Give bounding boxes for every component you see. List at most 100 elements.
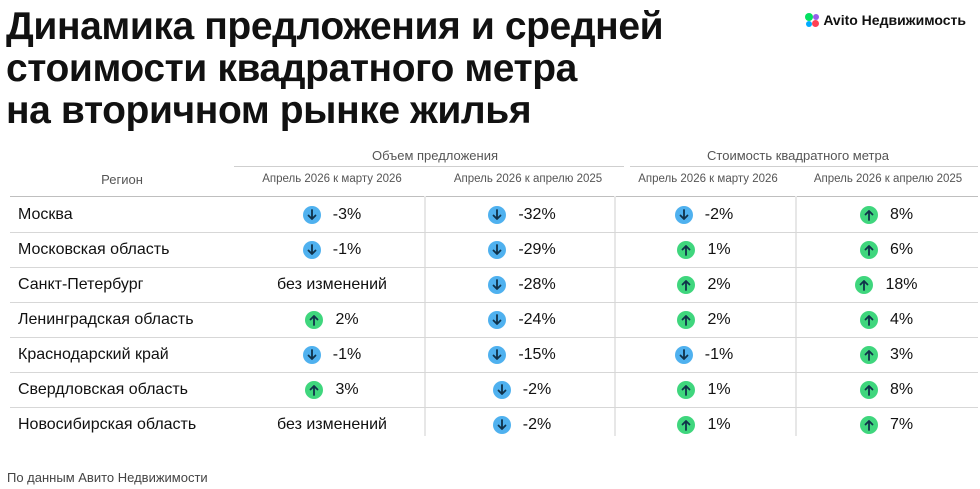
value-text: без изменений: [277, 416, 387, 433]
value-cell: -2%: [424, 373, 620, 407]
value-cell: -15%: [424, 338, 620, 372]
value-text: 1%: [707, 381, 731, 398]
value-text: 8%: [889, 206, 914, 223]
arrow-up-icon: [855, 276, 874, 294]
table-row: Московская область -1% -29% 1% 6%: [10, 233, 978, 268]
table-row: Свердловская область 3% -2% 1% 8%: [10, 373, 978, 408]
arrow-up-icon: [677, 311, 696, 329]
column-header: Апрель 2026 к марту 2026: [262, 173, 402, 185]
value-text: -3%: [332, 206, 362, 223]
value-cell: 3%: [795, 338, 978, 372]
value-text: 3%: [889, 346, 914, 363]
table-row: Ленинградская область 2% -24% 2% 4%: [10, 303, 978, 338]
header-divider: [10, 196, 978, 197]
arrow-down-icon: [492, 416, 511, 434]
value-text: 8%: [889, 381, 914, 398]
value-cell: 3%: [234, 373, 430, 407]
table-row: Санкт-Петербург без изменений -28% 2% 18%: [10, 268, 978, 303]
value-text: -32%: [518, 206, 556, 223]
region-cell: Москва: [18, 206, 73, 223]
group-header-supply: Объем предложения: [371, 148, 499, 163]
title-line: на вторичном рынке жилья: [6, 89, 532, 132]
value-cell: 1%: [614, 233, 794, 267]
arrow-down-icon: [488, 241, 507, 259]
table-row: Новосибирская область без изменений -2% 1% 7…: [10, 408, 978, 442]
value-cell: -1%: [234, 233, 430, 267]
value-cell: 2%: [614, 268, 794, 302]
value-text: -1%: [332, 346, 362, 363]
arrow-up-icon: [859, 311, 878, 329]
value-text: -24%: [518, 311, 556, 328]
value-text: -2%: [704, 206, 734, 223]
value-text: 2%: [707, 276, 731, 293]
source-note: По данным Авито Недвижимости: [7, 470, 208, 485]
region-cell: Краснодарский край: [18, 346, 169, 363]
arrow-up-icon: [305, 311, 324, 329]
arrow-down-icon: [488, 276, 507, 294]
value-cell: без изменений: [234, 268, 430, 302]
arrow-up-icon: [859, 206, 878, 224]
group-header-row: Объем предложения Стоимость квадратного …: [10, 146, 978, 167]
title-line: стоимости квадратного метра: [6, 47, 577, 90]
value-cell: 1%: [614, 373, 794, 407]
value-text: 1%: [707, 241, 731, 258]
page-title: Динамика предложения и средней стоимости…: [6, 6, 766, 132]
arrow-down-icon: [674, 206, 693, 224]
region-cell: Свердловская область: [18, 381, 188, 398]
value-cell: 2%: [234, 303, 430, 337]
column-header: Апрель 2026 к апрелю 2025: [453, 173, 603, 185]
value-cell: -28%: [424, 268, 620, 302]
arrow-down-icon: [302, 346, 321, 364]
column-header-row: Регион Апрель 2026 к марту 2026 Апрель 2…: [10, 166, 978, 197]
value-cell: -1%: [234, 338, 430, 372]
arrow-up-icon: [859, 381, 878, 399]
value-cell: 2%: [614, 303, 794, 337]
logo-dots-icon: [805, 13, 820, 27]
value-text: 7%: [889, 416, 914, 433]
group-header-price: Стоимость квадратного метра: [707, 148, 889, 163]
arrow-down-icon: [488, 346, 507, 364]
value-cell: 7%: [795, 408, 978, 442]
value-text: -28%: [518, 276, 556, 293]
value-cell: -2%: [614, 198, 794, 232]
arrow-up-icon: [859, 416, 878, 434]
value-text: 6%: [889, 241, 914, 258]
value-cell: -3%: [234, 198, 430, 232]
region-cell: Ленинградская область: [18, 311, 194, 328]
table-body: Москва -3% -32% -2% 8% Московская область -1% -…: [10, 198, 978, 442]
avito-logo: Avito Недвижимость: [805, 12, 966, 28]
group-divider: [630, 166, 978, 167]
arrow-up-icon: [859, 346, 878, 364]
value-cell: -32%: [424, 198, 620, 232]
region-cell: Новосибирская область: [18, 416, 197, 433]
value-text: -1%: [704, 346, 734, 363]
logo-text: Avito Недвижимость: [823, 12, 966, 28]
title-line: Динамика предложения и средней: [6, 5, 664, 48]
value-cell: -2%: [424, 408, 620, 442]
arrow-down-icon: [674, 346, 693, 364]
value-text: -1%: [332, 241, 362, 258]
column-header-region: Регион: [101, 172, 143, 187]
arrow-up-icon: [677, 276, 696, 294]
arrow-down-icon: [302, 241, 321, 259]
value-text: 2%: [707, 311, 731, 328]
region-cell: Московская область: [18, 241, 170, 258]
region-cell: Санкт-Петербург: [18, 276, 144, 293]
value-cell: 6%: [795, 233, 978, 267]
value-cell: 1%: [614, 408, 794, 442]
column-separator: [424, 196, 426, 436]
value-cell: без изменений: [234, 408, 430, 442]
value-text: 2%: [335, 311, 359, 328]
arrow-up-icon: [677, 416, 696, 434]
value-cell: 18%: [795, 268, 978, 302]
value-text: -2%: [522, 381, 552, 398]
value-cell: 4%: [795, 303, 978, 337]
value-text: 3%: [335, 381, 359, 398]
column-header: Апрель 2026 к апрелю 2025: [813, 173, 963, 185]
group-divider: [234, 166, 624, 167]
arrow-up-icon: [859, 241, 878, 259]
column-separator: [795, 196, 797, 436]
column-header: Апрель 2026 к марту 2026: [638, 173, 778, 185]
table-row: Краснодарский край -1% -15% -1% 3%: [10, 338, 978, 373]
arrow-down-icon: [302, 206, 321, 224]
